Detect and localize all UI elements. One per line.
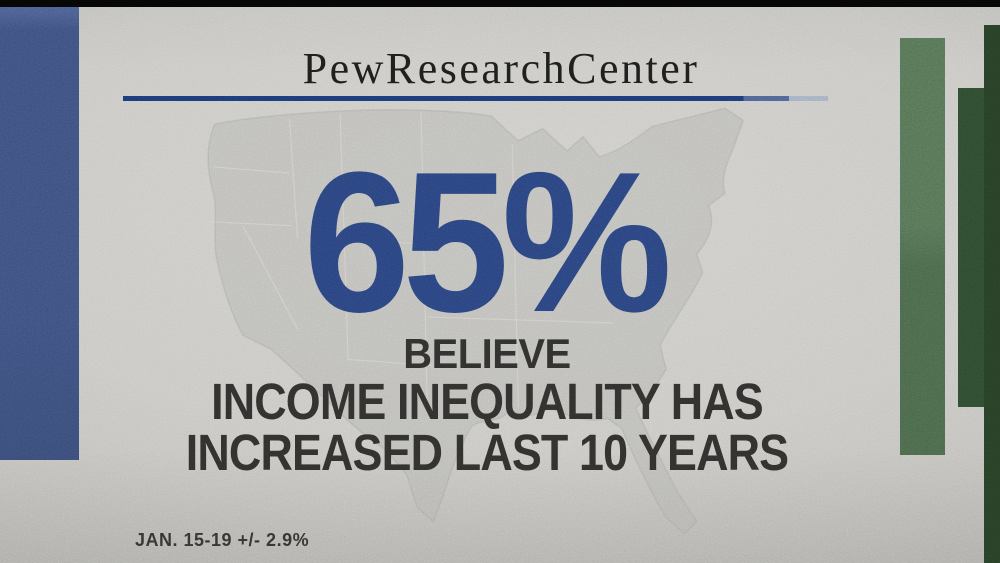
logo-underline-rule: [123, 96, 828, 101]
survey-date-margin-footnote: JAN. 15-19 +/- 2.9%: [135, 530, 310, 550]
stat-line: INCREASED LAST 10 YEARS: [185, 424, 789, 481]
top-letterbox-strip: [0, 0, 1000, 7]
right-green-bar-edge: [984, 25, 1000, 563]
right-green-bar-inner: [958, 88, 984, 407]
pew-research-center-logo: PewResearchCenter: [302, 44, 700, 93]
stat-line: BELIEVE: [403, 330, 571, 377]
stat-value: 65%: [303, 131, 672, 354]
stat-line: INCOME INEQUALITY HAS: [211, 373, 764, 430]
